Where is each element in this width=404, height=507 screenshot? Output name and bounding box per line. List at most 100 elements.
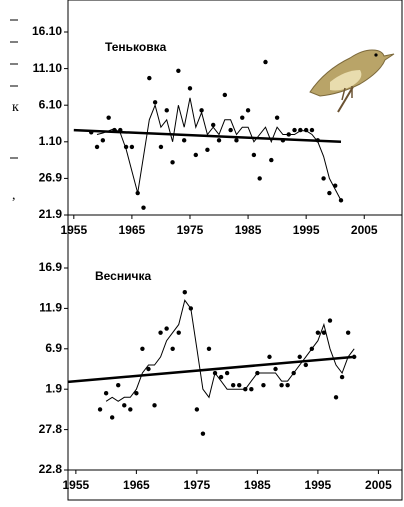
data-point <box>152 403 157 408</box>
x-tick-label: 1995 <box>293 223 320 237</box>
data-point <box>251 152 257 158</box>
x-tick-label: 1965 <box>119 223 146 237</box>
data-point <box>327 318 333 323</box>
data-point <box>216 138 222 143</box>
x-tick-label: 2005 <box>365 478 392 492</box>
data-point <box>263 59 268 65</box>
data-point <box>345 330 351 335</box>
data-point <box>141 205 146 210</box>
data-point <box>128 407 133 412</box>
data-point <box>129 144 135 150</box>
data-point <box>206 346 212 351</box>
y-tick-label: 6.10 <box>39 97 63 111</box>
data-point <box>273 366 278 372</box>
data-line <box>67 355 355 384</box>
y-tick-label: 26.9 <box>39 171 63 185</box>
data-point <box>228 127 233 133</box>
y-tick-label: 21.9 <box>39 207 63 221</box>
data-point <box>164 326 169 331</box>
data-point <box>94 144 100 150</box>
data-point <box>170 160 175 165</box>
data-point <box>279 382 284 388</box>
x-tick-label: 1955 <box>63 478 90 492</box>
data-point <box>181 138 187 143</box>
y-tick-label: 16.9 <box>39 260 63 274</box>
data-point <box>321 330 327 335</box>
data-point <box>100 138 106 143</box>
data-point <box>152 100 158 105</box>
chart-title: Теньковка <box>105 40 167 54</box>
data-point <box>249 387 254 392</box>
data-point <box>237 382 242 388</box>
data-point <box>116 382 121 388</box>
x-tick-label: 1955 <box>60 223 87 237</box>
data-point <box>187 86 193 91</box>
bird-illustration <box>309 49 395 113</box>
data-point <box>230 382 236 388</box>
x-tick-label: 1985 <box>235 223 262 237</box>
data-point <box>339 374 345 380</box>
data-point <box>211 122 216 128</box>
data-point <box>309 127 315 133</box>
data-point <box>194 407 200 412</box>
data-point <box>205 147 210 153</box>
data-point <box>274 115 280 120</box>
data-point <box>182 290 187 295</box>
data-point <box>245 108 251 113</box>
data-point <box>234 138 239 143</box>
data-point <box>97 407 103 412</box>
x-tick-label: 1995 <box>305 478 332 492</box>
data-point <box>224 370 230 376</box>
data-point <box>134 391 139 396</box>
data-point <box>193 152 198 158</box>
y-tick-label: 1.10 <box>39 134 63 148</box>
data-point <box>158 144 164 150</box>
margin-fragment: , <box>12 188 16 203</box>
data-point <box>200 431 206 436</box>
data-point <box>103 391 109 396</box>
y-tick-label: 11.9 <box>39 301 62 315</box>
margin-fragment: к <box>12 100 19 115</box>
data-point <box>303 362 308 368</box>
data-point <box>285 382 290 388</box>
data-point <box>267 354 272 360</box>
x-tick-label: 1975 <box>177 223 204 237</box>
x-tick-label: 1965 <box>123 478 150 492</box>
data-point <box>170 346 175 351</box>
y-tick-label: 11.10 <box>33 61 63 75</box>
x-tick-label: 1985 <box>244 478 271 492</box>
data-point <box>218 374 224 380</box>
data-point <box>122 403 127 408</box>
data-point <box>176 68 181 73</box>
y-tick-label: 22.8 <box>39 462 63 476</box>
y-tick-label: 6.9 <box>45 341 62 355</box>
data-point <box>147 75 152 81</box>
data-point <box>176 330 181 335</box>
margin-dashes <box>10 19 18 159</box>
data-point <box>199 108 204 113</box>
data-point <box>240 115 245 120</box>
data-point <box>257 176 262 181</box>
y-tick-label: 16.10 <box>32 24 62 38</box>
y-tick-label: 27.8 <box>39 422 63 436</box>
data-point <box>146 366 151 372</box>
data-line <box>73 128 342 144</box>
data-point <box>327 190 332 196</box>
x-tick-label: 2005 <box>351 223 378 237</box>
x-tick-label: 1975 <box>184 478 211 492</box>
data-line <box>105 299 355 402</box>
data-point <box>292 127 297 133</box>
data-point <box>261 382 266 388</box>
data-point <box>315 330 321 335</box>
data-point <box>333 395 339 400</box>
data-point <box>222 92 228 98</box>
data-line <box>96 97 342 201</box>
data-point <box>106 115 111 120</box>
data-point <box>158 330 163 335</box>
data-point <box>321 176 326 181</box>
data-point <box>164 108 169 113</box>
data-point <box>297 354 302 360</box>
data-point <box>269 157 274 163</box>
data-point <box>109 415 115 420</box>
